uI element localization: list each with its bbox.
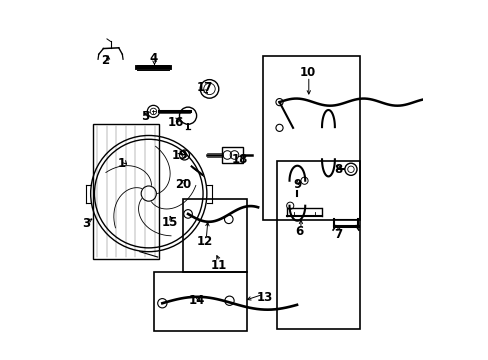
- Bar: [263, 56, 359, 220]
- Text: 6: 6: [295, 225, 304, 238]
- Text: 17: 17: [196, 81, 212, 94]
- Text: 16: 16: [167, 116, 183, 129]
- Bar: [154, 272, 247, 331]
- Text: 5: 5: [141, 110, 149, 123]
- Text: 15: 15: [162, 216, 178, 229]
- Text: 13: 13: [257, 291, 273, 304]
- Bar: [93, 124, 159, 259]
- Circle shape: [179, 107, 196, 124]
- Text: 10: 10: [299, 66, 316, 79]
- Bar: [183, 199, 247, 272]
- Text: 12: 12: [197, 235, 213, 248]
- Bar: [221, 147, 243, 163]
- Bar: [277, 161, 359, 329]
- Text: 3: 3: [82, 217, 90, 230]
- Text: 18: 18: [231, 153, 248, 166]
- Text: 20: 20: [175, 178, 191, 191]
- Text: 9: 9: [293, 178, 301, 191]
- Text: 19: 19: [171, 149, 187, 162]
- Text: 8: 8: [333, 163, 342, 176]
- Text: 2: 2: [101, 54, 109, 67]
- Text: 4: 4: [149, 52, 157, 65]
- Text: 7: 7: [333, 228, 342, 241]
- Text: 1: 1: [117, 157, 125, 170]
- Text: 14: 14: [189, 294, 205, 307]
- Text: 11: 11: [210, 258, 226, 271]
